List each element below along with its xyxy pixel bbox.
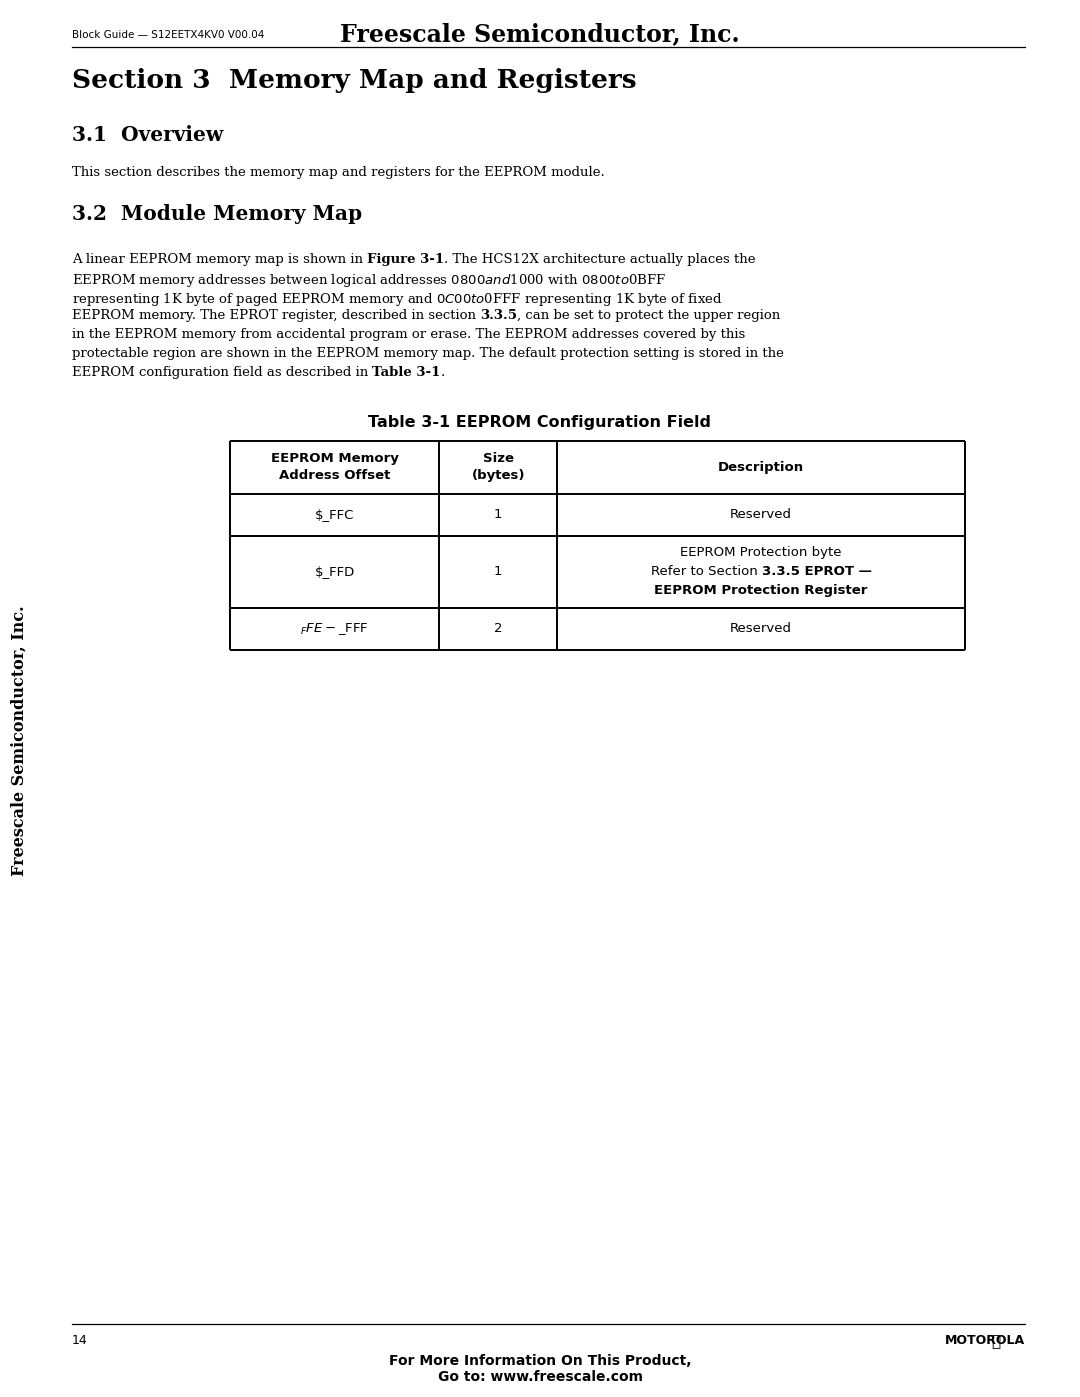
Text: , can be set to protect the upper region: , can be set to protect the upper region	[517, 309, 781, 323]
Text: MOTOROLA: MOTOROLA	[945, 1334, 1025, 1347]
Text: Go to: www.freescale.com: Go to: www.freescale.com	[437, 1370, 643, 1384]
Text: 1: 1	[494, 509, 502, 521]
Text: EEPROM configuration field as described in: EEPROM configuration field as described …	[72, 366, 373, 379]
Text: 3.1  Overview: 3.1 Overview	[72, 124, 224, 145]
Text: EEPROM memory addresses between logical addresses $0800 and $1000 with $0800 to : EEPROM memory addresses between logical …	[72, 272, 666, 289]
Text: protectable region are shown in the EEPROM memory map. The default protection se: protectable region are shown in the EEPR…	[72, 346, 784, 360]
Text: Block Guide — S12EETX4KV0 V00.04: Block Guide — S12EETX4KV0 V00.04	[72, 29, 265, 41]
Text: Table 3-1: Table 3-1	[373, 366, 441, 379]
Text: EEPROM Protection Register: EEPROM Protection Register	[654, 584, 867, 597]
Text: 2: 2	[494, 622, 502, 636]
Text: Section 3  Memory Map and Registers: Section 3 Memory Map and Registers	[72, 68, 636, 94]
Text: 3.3.5: 3.3.5	[481, 309, 517, 323]
Text: EEPROM Memory
Address Offset: EEPROM Memory Address Offset	[271, 453, 399, 482]
Text: Figure 3-1: Figure 3-1	[367, 253, 444, 265]
Text: Freescale Semiconductor, Inc.: Freescale Semiconductor, Inc.	[340, 22, 740, 46]
Text: Table 3-1 EEPROM Configuration Field: Table 3-1 EEPROM Configuration Field	[368, 415, 712, 430]
Text: EEPROM Protection byte: EEPROM Protection byte	[680, 546, 841, 559]
Text: 14: 14	[72, 1334, 87, 1347]
Text: Ⓜ: Ⓜ	[990, 1334, 1000, 1350]
Text: Size
(bytes): Size (bytes)	[472, 453, 525, 482]
Text: A linear EEPROM memory map is shown in: A linear EEPROM memory map is shown in	[72, 253, 367, 265]
Text: 1: 1	[494, 566, 502, 578]
Text: in the EEPROM memory from accidental program or erase. The EEPROM addresses cove: in the EEPROM memory from accidental pro…	[72, 328, 745, 341]
Text: 3.2  Module Memory Map: 3.2 Module Memory Map	[72, 204, 362, 224]
Text: representing 1K byte of paged EEPROM memory and $0C00 to $0FFF representing 1K b: representing 1K byte of paged EEPROM mem…	[72, 291, 723, 307]
Text: . The HCS12X architecture actually places the: . The HCS12X architecture actually place…	[444, 253, 756, 265]
Text: .: .	[441, 366, 445, 379]
Text: $_FFD: $_FFD	[314, 566, 355, 578]
Text: This section describes the memory map and registers for the EEPROM module.: This section describes the memory map an…	[72, 166, 605, 179]
Text: Refer to Section: Refer to Section	[650, 566, 761, 578]
Text: Reserved: Reserved	[730, 509, 792, 521]
Text: For More Information On This Product,: For More Information On This Product,	[389, 1354, 691, 1368]
Text: $_FFE - $_FFF: $_FFE - $_FFF	[300, 620, 369, 637]
Text: $_FFC: $_FFC	[315, 509, 354, 521]
Text: Description: Description	[718, 461, 805, 474]
Text: Reserved: Reserved	[730, 622, 792, 636]
Text: EEPROM memory. The EPROT register, described in section: EEPROM memory. The EPROT register, descr…	[72, 309, 481, 323]
Text: 3.3.5 EPROT —: 3.3.5 EPROT —	[761, 566, 872, 578]
Text: Freescale Semiconductor, Inc.: Freescale Semiconductor, Inc.	[11, 605, 27, 876]
